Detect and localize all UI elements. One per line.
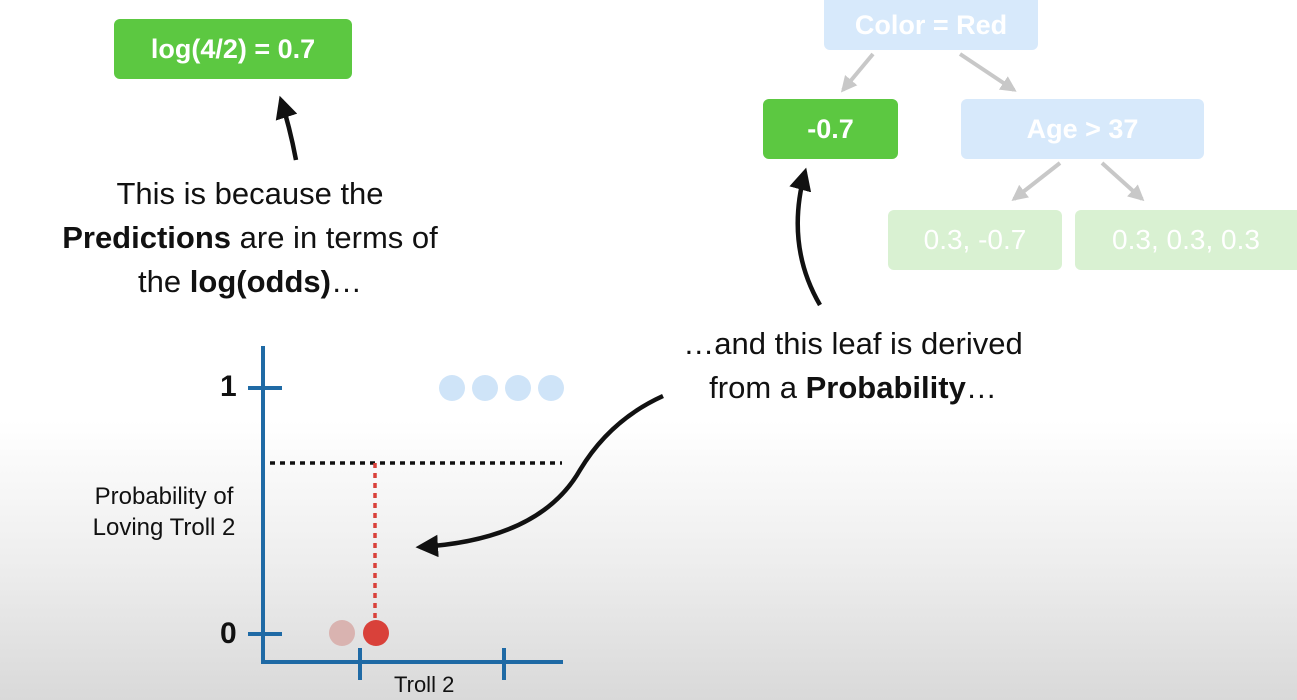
arrow-to-formula bbox=[275, 95, 299, 161]
tree-leaf-b: 0.3, 0.3, 0.3 bbox=[1075, 210, 1297, 270]
tree-node-age: Age > 37 bbox=[961, 99, 1204, 159]
right-explanation: …and this leaf is derived from a Probabi… bbox=[638, 322, 1068, 410]
y-tick-label-0: 0 bbox=[220, 617, 237, 650]
data-point-highlighted bbox=[363, 620, 389, 646]
right-explanation-line1: …and this leaf is derived bbox=[683, 326, 1023, 361]
x-axis-label: Troll 2 bbox=[394, 672, 455, 697]
formula-box: log(4/2) = 0.7 bbox=[114, 19, 352, 79]
left-explanation-line3: the log(odds)… bbox=[138, 264, 362, 299]
tree-leaf-a: 0.3, -0.7 bbox=[888, 210, 1062, 270]
right-explanation-line2: from a Probability… bbox=[709, 370, 997, 405]
left-explanation-line2: Predictions are in terms of bbox=[62, 220, 438, 255]
probability-term: Probability bbox=[805, 370, 966, 405]
left-explanation: This is because the Predictions are in t… bbox=[30, 172, 470, 304]
tree-edge-root-right bbox=[958, 52, 1017, 92]
data-point-top-3 bbox=[505, 375, 531, 401]
tree-leaf-b-values: 0.3, 0.3, 0.3 bbox=[1112, 224, 1260, 255]
predictions-term: Predictions bbox=[62, 220, 232, 255]
data-point-faded-bottom bbox=[329, 620, 355, 646]
data-point-top-4 bbox=[538, 375, 564, 401]
tree-edge-root-left bbox=[840, 52, 875, 93]
tree-edge-age-left bbox=[1011, 161, 1062, 201]
tree-leaf-left: -0.7 bbox=[763, 99, 898, 159]
y-tick-label-1: 1 bbox=[220, 370, 237, 403]
tree-edge-age-right bbox=[1100, 161, 1145, 202]
tree-leaf-a-values: 0.3, -0.7 bbox=[923, 224, 1027, 255]
y-axis-label-line1: Probability of bbox=[94, 483, 234, 510]
arrow-to-graph bbox=[415, 393, 664, 558]
tree-leaf-left-value: -0.7 bbox=[807, 113, 854, 144]
left-explanation-line1: This is because the bbox=[116, 176, 384, 211]
y-axis-label: Probability of Loving Troll 2 bbox=[60, 481, 268, 543]
tree-node-age-label: Age > 37 bbox=[1026, 113, 1139, 144]
formula-text: log(4/2) = 0.7 bbox=[150, 33, 316, 64]
tree-root-label: Color = Red bbox=[854, 9, 1008, 40]
log-odds-term: log(odds) bbox=[189, 264, 331, 299]
arrow-to-leaf bbox=[789, 167, 822, 307]
data-point-top-1 bbox=[439, 375, 465, 401]
y-axis-label-line2: Loving Troll 2 bbox=[92, 514, 236, 541]
data-point-top-2 bbox=[472, 375, 498, 401]
tree-root-node: Color = Red bbox=[824, 0, 1038, 50]
